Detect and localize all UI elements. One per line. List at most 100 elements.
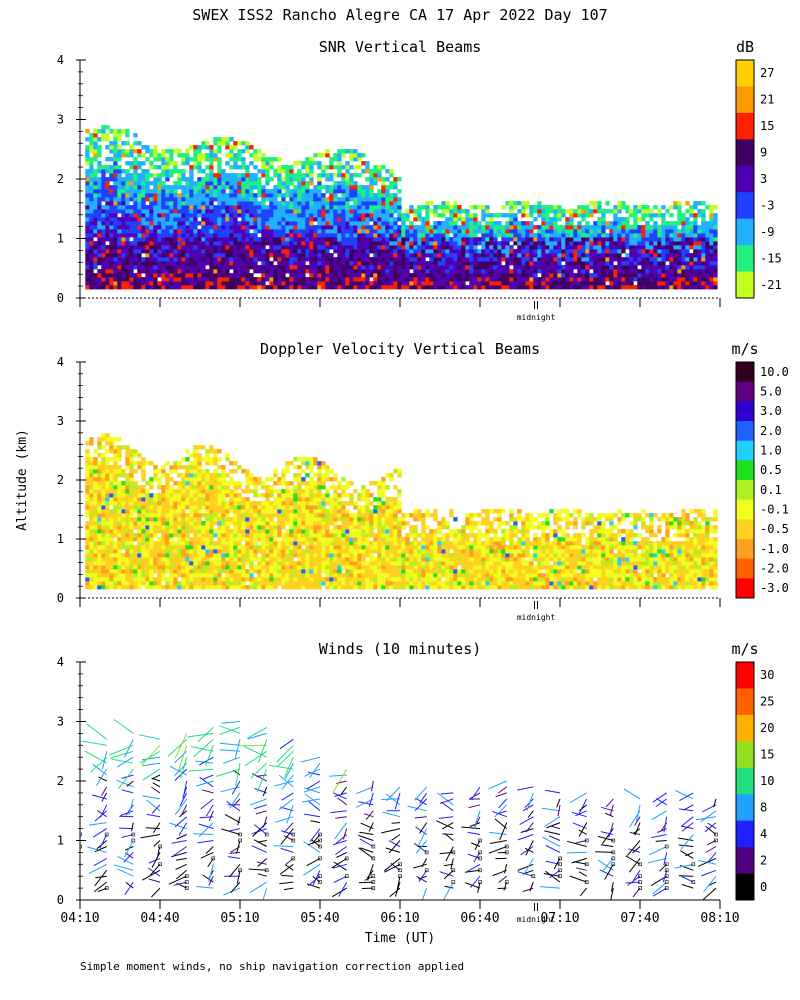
y-tick-label: 1 (57, 834, 64, 848)
wind-barb (142, 762, 161, 767)
wind-barb (278, 774, 294, 788)
wind-barb (461, 826, 481, 830)
calm-marker (318, 874, 322, 879)
wind-barb (92, 763, 108, 776)
wind-barb (627, 875, 641, 887)
wind-barb (205, 804, 214, 817)
midnight-label: midnight (517, 313, 556, 322)
wind-barb (227, 828, 241, 832)
wind-barb (384, 863, 401, 873)
wind-barb (679, 792, 694, 802)
wind-barb (332, 840, 347, 846)
wind-barb (280, 830, 294, 835)
wind-barb (251, 828, 267, 835)
colorbar-swatch (736, 519, 754, 540)
wind-barb (146, 799, 161, 812)
colorbar-swatch (736, 741, 754, 769)
colorbar-frame (735, 59, 755, 299)
calm-marker (531, 874, 536, 879)
wind-barb (358, 834, 374, 841)
wind-barb (280, 828, 294, 845)
wind-barb (173, 881, 187, 886)
colorbar-swatch (736, 499, 754, 520)
wind-barb (365, 810, 374, 820)
calm-marker (184, 886, 189, 890)
wind-barb (257, 873, 267, 877)
y-tick-label: 3 (57, 715, 64, 729)
wind-barb (304, 793, 321, 806)
wind-barb (334, 792, 347, 797)
wind-barb (495, 792, 507, 798)
wind-barb (473, 810, 481, 829)
colorbar-swatch (736, 440, 754, 461)
wind-barb (498, 875, 508, 883)
wind-barb (80, 798, 81, 801)
wind-barb (571, 857, 587, 864)
calm-marker (344, 856, 349, 861)
wind-barb (499, 822, 508, 841)
calm-marker (691, 880, 696, 884)
wind-barb (438, 816, 454, 819)
wind-barb (174, 750, 188, 764)
wind-barb (681, 875, 694, 883)
wind-barb (662, 870, 668, 883)
wind-barb (208, 875, 214, 886)
wind-barb (705, 846, 717, 853)
wind-barb (281, 792, 294, 801)
wind-barb (151, 887, 161, 898)
calm-marker (398, 868, 402, 873)
wind-barb (713, 798, 717, 808)
wind-barb (418, 828, 428, 846)
colorbar-swatch (736, 558, 754, 579)
wind-barb (332, 792, 347, 800)
wind-barb (356, 786, 374, 795)
wind-barb (229, 792, 241, 809)
colorbar-swatch (736, 662, 754, 689)
wind-barb (88, 863, 107, 875)
wind-barb (312, 870, 321, 886)
wind-barb (471, 842, 481, 847)
wind-barb (80, 846, 81, 848)
wind-barb (388, 840, 401, 854)
wind-barb (263, 816, 268, 828)
wind-barb (269, 764, 294, 770)
plot-area (85, 433, 718, 590)
wind-barb (600, 844, 614, 847)
panel-title: Doppler Velocity Vertical Beams (260, 340, 540, 358)
wind-barb (578, 829, 587, 835)
x-tick-label: 07:10 (540, 911, 579, 926)
wind-barb (91, 794, 107, 800)
wind-barb (441, 822, 454, 830)
wind-barb (149, 863, 161, 876)
y-tick-label: 1 (57, 232, 64, 246)
wind-barb (627, 840, 641, 856)
wind-barb (223, 756, 241, 764)
calm-marker (318, 844, 322, 849)
colorbar-swatch (736, 688, 754, 716)
wind-barb (578, 822, 588, 837)
wind-barb (335, 846, 347, 856)
wind-barb (652, 881, 668, 895)
wind-barb (283, 887, 294, 891)
wind-barb (388, 840, 401, 847)
wind-barb (474, 816, 481, 827)
wind-barb (198, 822, 214, 838)
colorbar-label: 1.0 (760, 444, 782, 458)
wind-barb (464, 869, 481, 873)
wind-barb (604, 864, 614, 880)
wind-barb (652, 887, 667, 897)
wind-barb (519, 816, 534, 826)
wind-barb (355, 798, 374, 808)
wind-barb (80, 857, 81, 859)
wind-barb (138, 734, 161, 740)
colorbar-label: 30 (760, 668, 774, 682)
colorbar-label: -15 (760, 251, 782, 265)
wind-barb (224, 813, 241, 824)
wind-barb (701, 869, 717, 877)
y-tick-label: 4 (57, 655, 64, 669)
wind-barb (274, 780, 294, 787)
wind-barb (110, 750, 134, 759)
wind-barb (394, 792, 401, 810)
colorbar-swatch (736, 362, 754, 383)
wind-barb (281, 874, 294, 877)
